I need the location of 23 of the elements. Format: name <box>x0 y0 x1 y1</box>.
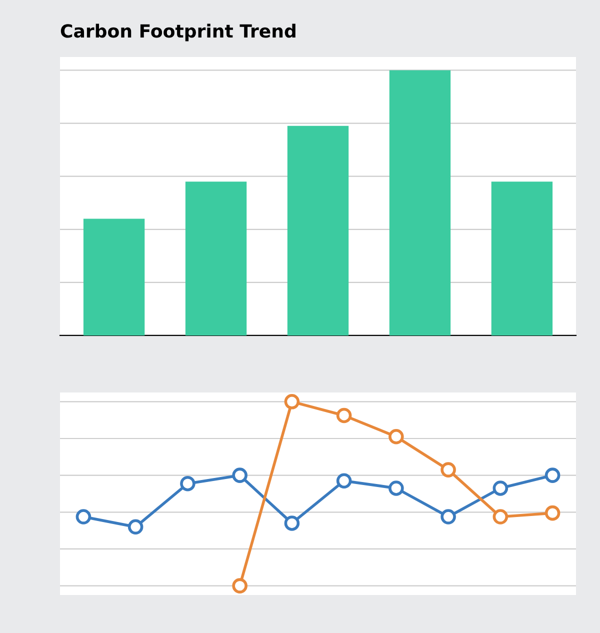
point <box>492 480 508 496</box>
point <box>544 505 560 521</box>
point <box>388 480 404 496</box>
point <box>232 468 248 483</box>
bar <box>185 182 247 336</box>
bar <box>491 182 553 336</box>
point <box>284 516 300 531</box>
bar <box>287 126 349 336</box>
point <box>284 394 300 410</box>
point <box>180 476 196 492</box>
point <box>388 429 404 444</box>
bar <box>389 70 451 336</box>
point <box>440 509 456 524</box>
chart-title: Carbon Footprint Trend <box>60 24 296 42</box>
point <box>336 408 352 424</box>
point <box>544 468 560 483</box>
point <box>440 462 456 478</box>
point <box>128 519 144 535</box>
point <box>232 578 248 594</box>
bar <box>83 218 145 336</box>
point <box>492 509 508 524</box>
point <box>336 473 352 488</box>
point <box>76 509 92 524</box>
